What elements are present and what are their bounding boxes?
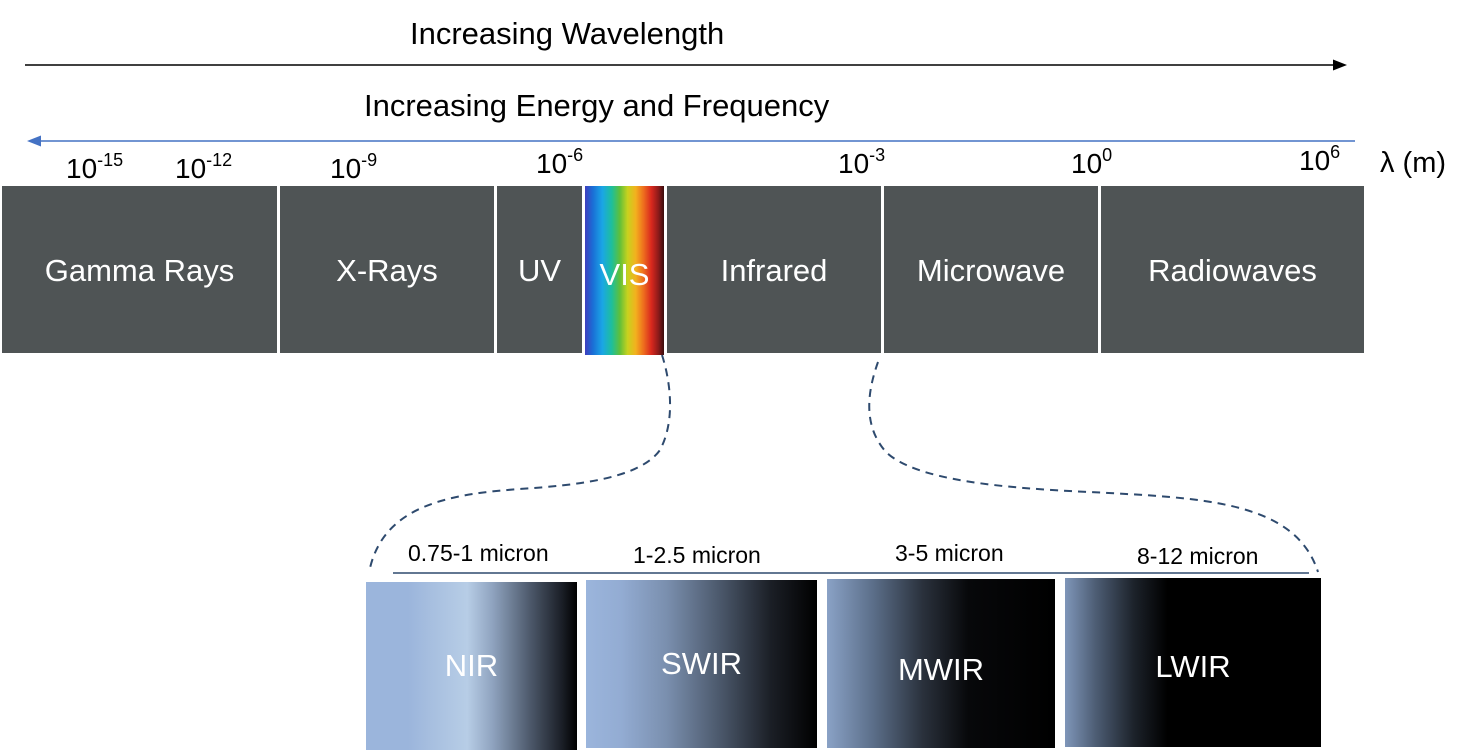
wavelength-arrow-label: Increasing Wavelength <box>410 16 725 51</box>
band-x-rays: X-Rays <box>280 186 494 353</box>
band-infrared: Infrared <box>667 186 881 353</box>
dashed-connector-left <box>369 354 672 569</box>
tick-label: 100 <box>1071 145 1113 179</box>
wavelength-arrowhead <box>1333 59 1347 71</box>
subband-range-label: 1-2.5 micron <box>633 542 761 568</box>
subband-range-label: 8-12 micron <box>1137 543 1259 569</box>
band-radiowaves: Radiowaves <box>1101 186 1364 353</box>
tick-label: 10-12 <box>175 150 233 184</box>
axis-unit-label: λ (m) <box>1380 147 1447 179</box>
tick-label: 106 <box>1299 142 1341 176</box>
tick-label: 10-3 <box>838 145 886 179</box>
band-microwave: Microwave <box>884 186 1098 353</box>
band-gamma-rays: Gamma Rays <box>2 186 277 353</box>
tick-label: 10-9 <box>330 150 378 184</box>
ir-band-swir: SWIR <box>586 580 817 748</box>
ir-band-nir: NIR <box>366 582 577 750</box>
subband-range-label: 0.75-1 micron <box>408 540 549 566</box>
energy-arrow-label: Increasing Energy and Frequency <box>364 88 830 123</box>
band-visible: VIS <box>585 186 664 355</box>
dashed-connector-right <box>868 361 1319 573</box>
ir-band-mwir: MWIR <box>827 579 1055 748</box>
tick-label: 10-6 <box>536 145 584 179</box>
band-uv: UV <box>497 186 582 353</box>
tick-label: 10-15 <box>66 150 124 184</box>
subband-range-label: 3-5 micron <box>895 540 1004 566</box>
energy-arrowhead <box>27 135 41 147</box>
ir-band-lwir: LWIR <box>1065 578 1321 747</box>
